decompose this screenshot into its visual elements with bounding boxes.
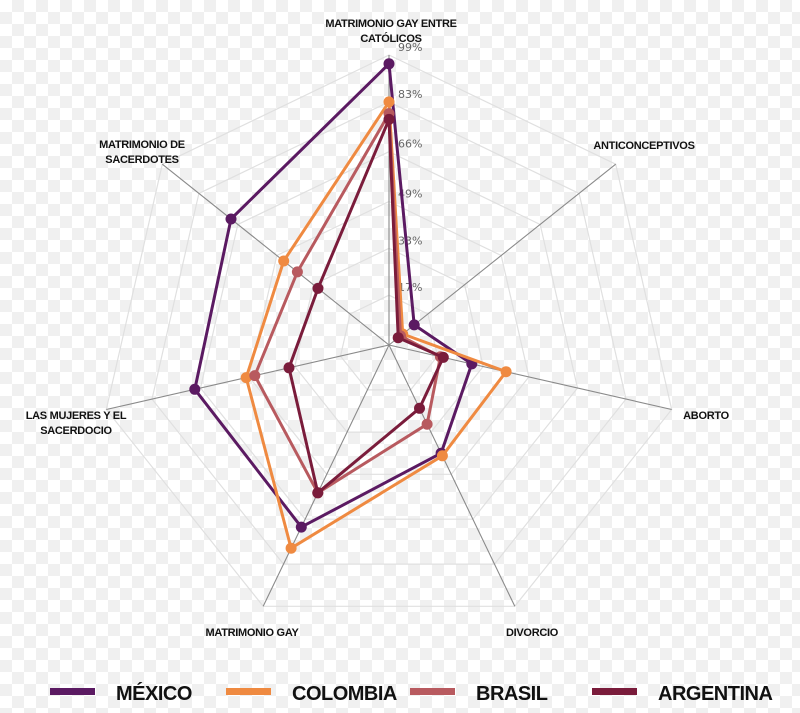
series-line [287, 117, 445, 495]
axis-label-line: CATÓLICOS [360, 32, 421, 45]
data-point [408, 319, 420, 331]
axis-label-line: MATRIMONIO GAY ENTRE [325, 18, 456, 30]
radar-axis-labels: MATRIMONIO GAY ENTRE CATÓLICOS ANTICONCEPT… [26, 18, 730, 639]
axis-label-line: SACERDOCIO [40, 425, 112, 437]
legend: MÉXICO COLOMBIA BRASIL ARGENTINA [50, 682, 773, 705]
radar-tick-labels: 17%33%49%66%83%99% [398, 41, 422, 294]
legend-item-argentina: ARGENTINA [592, 683, 773, 705]
data-point [383, 58, 395, 70]
data-point [414, 402, 425, 414]
grid-ring-1 [339, 294, 439, 391]
data-point [500, 366, 512, 378]
axis-label-5: MATRIMONIO GAY [206, 627, 300, 639]
legend-label: COLOMBIA [292, 683, 397, 705]
legend-swatch [592, 688, 637, 695]
data-point [295, 521, 307, 533]
legend-label: MÉXICO [116, 682, 192, 705]
legend-item-colombia: COLOMBIA [226, 683, 397, 705]
data-point [312, 282, 324, 294]
data-point [225, 213, 237, 225]
axis-label-1: MATRIMONIO GAY ENTRE CATÓLICOS [325, 18, 456, 45]
data-point [383, 113, 395, 125]
axis-line-5 [262, 344, 390, 607]
axis-label-line: ANTICONCEPTIVOS [593, 140, 694, 152]
data-point [436, 450, 448, 462]
data-point [312, 487, 324, 499]
axis-label-line: MATRIMONIO DE [99, 139, 185, 151]
grid-ring-4 [199, 151, 579, 520]
axis-line-7 [161, 163, 390, 346]
data-point [291, 266, 303, 278]
series-méxico [189, 58, 478, 533]
axis-label-2: ANTICONCEPTIVOS [593, 140, 694, 152]
data-point [283, 362, 295, 374]
data-point [278, 255, 290, 267]
data-point [392, 332, 404, 344]
data-point [285, 542, 297, 554]
data-point [249, 370, 261, 382]
tick-label: 49% [398, 188, 422, 201]
axis-label-7: MATRIMONIO DE SACERDOTES [99, 139, 185, 166]
radar-series [189, 58, 512, 554]
legend-swatch [410, 688, 455, 695]
radar-grid [105, 54, 673, 607]
tick-label: 83% [398, 88, 422, 101]
series-colombia [240, 96, 512, 554]
grid-ring-6 [105, 54, 673, 607]
legend-item-méxico: MÉXICO [50, 682, 192, 705]
axis-label-line: DIVORCIO [506, 627, 559, 639]
series-line [253, 112, 442, 495]
axis-label-4: DIVORCIO [506, 627, 559, 639]
axis-line-4 [388, 344, 516, 607]
axis-label-line: SACERDOTES [105, 154, 178, 166]
data-point [437, 351, 449, 363]
data-point [383, 96, 395, 108]
legend-label: BRASIL [476, 683, 548, 705]
axis-label-line: MATRIMONIO GAY [206, 627, 300, 639]
tick-label: 99% [398, 41, 422, 54]
grid-ring-5 [151, 101, 627, 565]
axis-label-line: ABORTO [683, 410, 729, 422]
data-point [189, 383, 201, 395]
axis-label-line: LAS MUJERES Y EL [26, 410, 127, 422]
data-point [240, 372, 252, 384]
legend-label: ARGENTINA [658, 683, 772, 705]
data-point [421, 418, 433, 430]
legend-item-brasil: BRASIL [410, 683, 548, 705]
radar-axes [106, 55, 672, 607]
axis-label-3: ABORTO [683, 410, 729, 422]
grid-ring-3 [248, 200, 530, 475]
axis-label-6: LAS MUJERES Y EL SACERDOCIO [26, 410, 127, 437]
series-line [193, 62, 474, 529]
tick-label: 66% [398, 138, 422, 151]
legend-swatch [50, 688, 95, 695]
series-line [244, 100, 508, 550]
series-argentina [283, 113, 449, 499]
axis-line-2 [388, 163, 617, 346]
tick-label: 33% [398, 234, 422, 247]
legend-swatch [226, 688, 271, 695]
